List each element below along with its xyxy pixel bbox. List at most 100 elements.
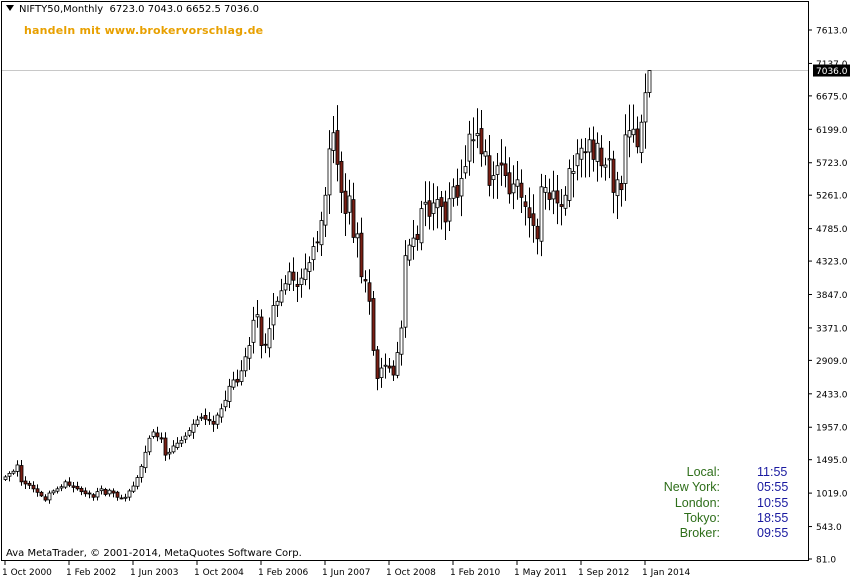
candle[interactable] [399, 320, 404, 366]
candle[interactable] [219, 403, 224, 423]
candle[interactable] [435, 186, 440, 229]
candle[interactable] [507, 157, 512, 204]
candle[interactable] [575, 139, 580, 181]
candle[interactable] [295, 271, 300, 303]
candle[interactable] [15, 460, 20, 477]
candle[interactable] [75, 481, 80, 491]
candle[interactable] [491, 161, 496, 199]
candle[interactable] [587, 127, 592, 178]
candle[interactable] [347, 179, 352, 225]
candle[interactable] [543, 175, 548, 210]
candle[interactable] [207, 412, 212, 425]
candle[interactable] [591, 126, 596, 172]
candle[interactable] [267, 317, 272, 358]
candle[interactable] [147, 435, 152, 456]
candle[interactable] [83, 487, 88, 497]
candle[interactable] [451, 178, 456, 207]
candle[interactable] [135, 475, 140, 490]
candle[interactable] [359, 217, 364, 284]
candle[interactable] [119, 494, 124, 500]
candle[interactable] [363, 270, 368, 293]
candle[interactable] [275, 296, 280, 318]
candle[interactable] [155, 426, 160, 442]
candle[interactable] [11, 469, 16, 475]
candle[interactable] [639, 114, 644, 164]
candle[interactable] [411, 220, 416, 260]
candle[interactable] [547, 178, 552, 211]
candle[interactable] [315, 230, 320, 253]
candle[interactable] [475, 108, 480, 149]
candle[interactable] [447, 182, 452, 232]
candle[interactable] [115, 490, 120, 501]
candle[interactable] [19, 459, 24, 486]
candle[interactable] [123, 493, 128, 502]
candle[interactable] [343, 173, 348, 237]
candle[interactable] [531, 194, 536, 243]
candle[interactable] [195, 415, 200, 427]
candle[interactable] [379, 357, 384, 388]
candle[interactable] [311, 237, 316, 271]
candle[interactable] [567, 159, 572, 208]
candle[interactable] [39, 490, 44, 498]
candle[interactable] [7, 471, 12, 482]
candle[interactable] [283, 275, 288, 295]
candle[interactable] [623, 114, 628, 201]
candle[interactable] [131, 481, 136, 493]
candle[interactable] [443, 190, 448, 241]
candle[interactable] [487, 135, 492, 197]
candle[interactable] [255, 299, 260, 328]
candle[interactable] [387, 357, 392, 373]
candle[interactable] [635, 116, 640, 154]
candle[interactable] [619, 175, 624, 207]
candle[interactable] [367, 269, 372, 315]
candle[interactable] [511, 165, 516, 210]
candle[interactable] [519, 169, 524, 213]
candle[interactable] [23, 476, 28, 489]
candle[interactable] [459, 159, 464, 217]
candle[interactable] [3, 475, 8, 482]
candle[interactable] [231, 371, 236, 390]
candle[interactable] [243, 347, 248, 377]
candle[interactable] [287, 262, 292, 291]
candle[interactable] [215, 412, 220, 429]
candle[interactable] [627, 104, 632, 158]
candle[interactable] [647, 70, 652, 98]
candle[interactable] [303, 253, 308, 286]
candle[interactable] [431, 183, 436, 231]
candle[interactable] [419, 200, 424, 251]
candle[interactable] [631, 104, 636, 143]
candle[interactable] [59, 484, 64, 492]
candle[interactable] [35, 484, 40, 497]
candle[interactable] [467, 120, 472, 176]
candle[interactable] [551, 170, 556, 215]
candle[interactable] [495, 153, 500, 199]
candle[interactable] [539, 173, 544, 257]
candle[interactable] [355, 222, 360, 258]
candle[interactable] [143, 445, 148, 473]
candle[interactable] [595, 132, 600, 182]
candle[interactable] [555, 174, 560, 225]
dropdown-triangle-icon[interactable] [6, 5, 14, 11]
candle[interactable] [99, 485, 104, 495]
candle[interactable] [271, 293, 276, 340]
candle[interactable] [199, 413, 204, 421]
candle[interactable] [351, 182, 356, 243]
candle[interactable] [643, 73, 648, 149]
candle[interactable] [535, 218, 540, 255]
candle[interactable] [251, 306, 256, 354]
candle[interactable] [259, 309, 264, 359]
candle[interactable] [383, 353, 388, 379]
candle[interactable] [523, 194, 528, 226]
candle[interactable] [331, 116, 336, 164]
candle[interactable] [191, 419, 196, 439]
candle[interactable] [247, 337, 252, 370]
candle[interactable] [91, 493, 96, 501]
candle[interactable] [103, 487, 108, 497]
candle[interactable] [307, 256, 312, 290]
candle[interactable] [499, 139, 504, 186]
candle[interactable] [503, 146, 508, 188]
candle[interactable] [611, 150, 616, 214]
candle[interactable] [203, 408, 208, 425]
candle[interactable] [335, 105, 340, 182]
